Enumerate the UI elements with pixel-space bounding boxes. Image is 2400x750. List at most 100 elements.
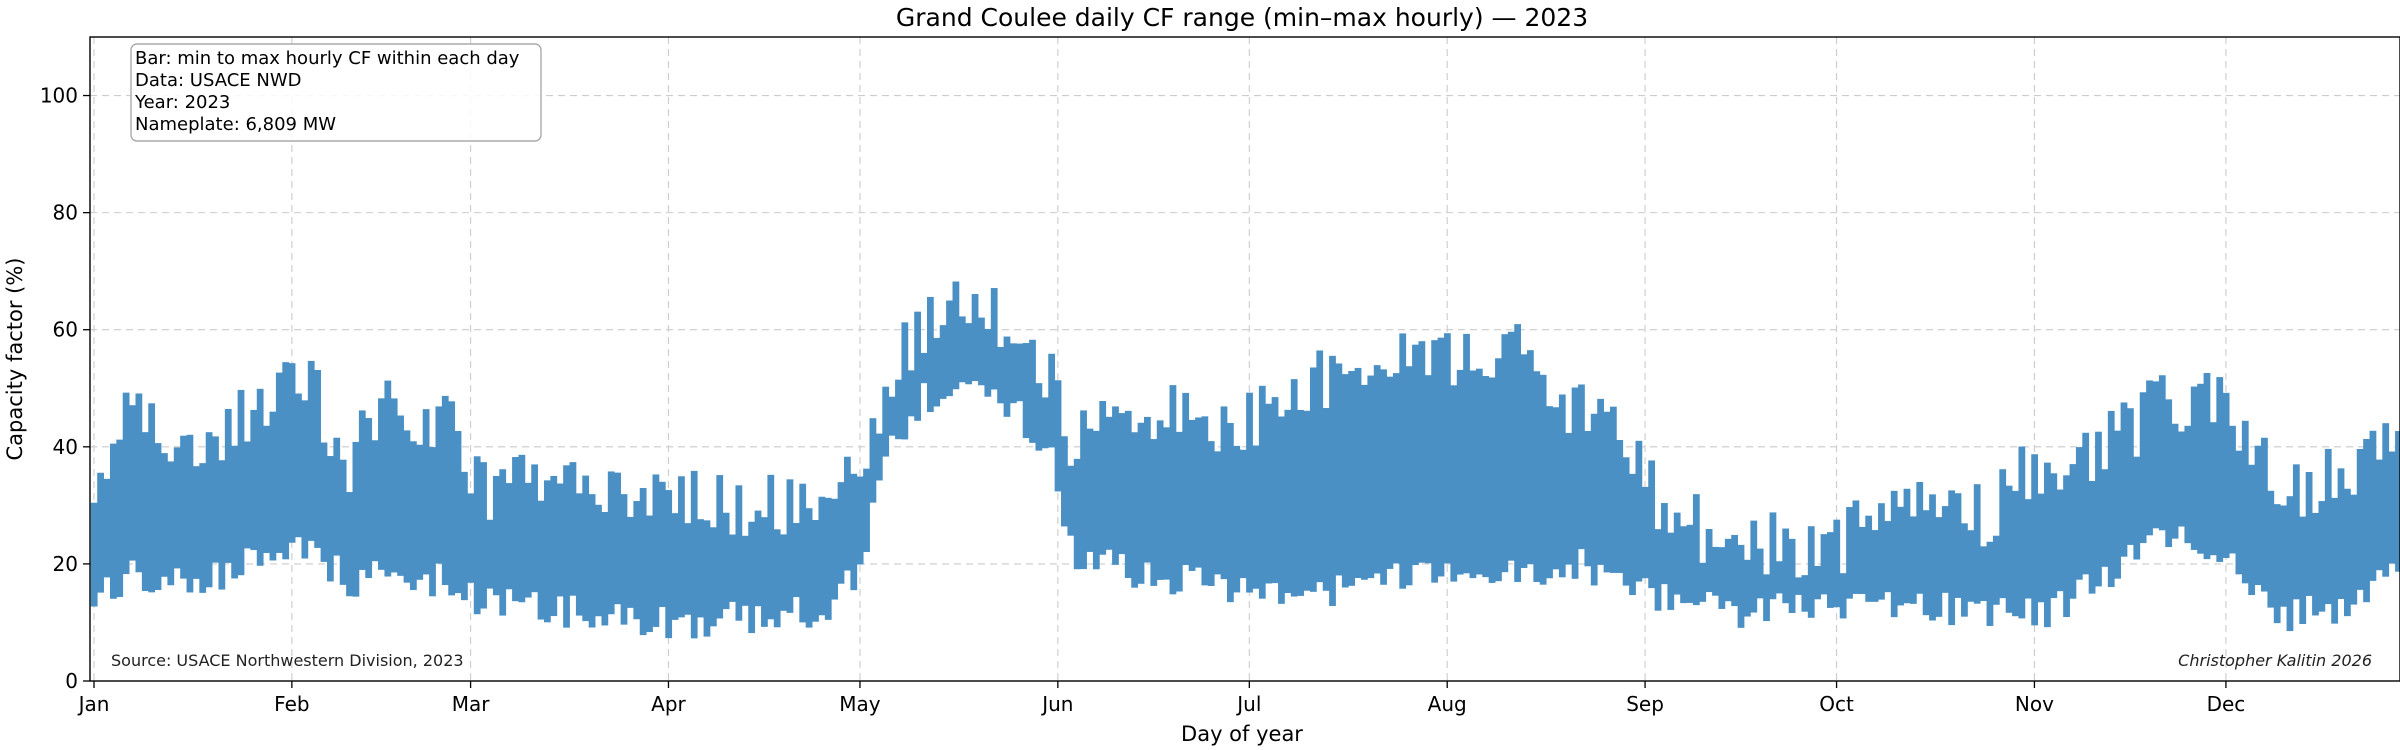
day-range-bar — [1412, 344, 1419, 566]
day-range-bar — [1424, 375, 1432, 564]
day-range-bar — [390, 398, 398, 573]
day-range-bar — [2107, 410, 2115, 588]
day-range-bar — [205, 432, 213, 588]
day-range-bar — [901, 322, 909, 440]
day-range-bar — [2395, 431, 2400, 572]
day-range-bar — [1290, 379, 1298, 597]
day-range-bar — [499, 469, 507, 616]
day-range-bar — [1418, 341, 1426, 563]
day-range-bar — [1169, 385, 1177, 595]
day-range-bar — [1916, 481, 1924, 594]
day-range-bar — [658, 481, 666, 608]
day-range-bar — [1041, 397, 1049, 449]
day-range-bar — [2178, 431, 2185, 527]
day-range-bar — [792, 523, 800, 598]
day-range-bar — [1086, 428, 1094, 552]
day-range-bar — [531, 464, 539, 593]
day-range-bar — [703, 520, 711, 637]
day-range-bar — [1233, 445, 1241, 593]
x-tick-label: Feb — [274, 692, 309, 716]
day-range-bar — [614, 472, 621, 605]
day-range-bar — [1444, 333, 1451, 564]
day-range-bar — [154, 443, 162, 590]
day-range-bar — [1641, 486, 1649, 579]
day-range-bar — [2050, 473, 2058, 599]
day-range-bar — [601, 512, 609, 626]
day-range-bar — [403, 430, 411, 583]
day-range-bar — [1737, 544, 1745, 628]
day-range-bar — [2241, 420, 2249, 584]
day-range-bar — [1048, 353, 1056, 448]
day-range-bar — [1999, 469, 2007, 599]
day-range-bar — [563, 465, 570, 628]
day-range-bar — [1571, 387, 1579, 579]
day-range-bar — [2222, 392, 2230, 558]
day-range-bar — [1386, 376, 1394, 569]
day-range-bar — [269, 411, 277, 561]
day-range-bar — [869, 418, 877, 503]
day-range-bar — [1597, 398, 1604, 565]
day-range-bar — [1482, 376, 1490, 578]
day-range-bar — [1578, 384, 1585, 550]
day-range-bar — [275, 372, 283, 553]
day-range-bar — [1858, 526, 1866, 595]
day-range-bar — [1552, 407, 1560, 570]
day-range-bar — [1763, 574, 1770, 622]
day-range-bar — [122, 392, 130, 575]
day-range-bar — [1099, 401, 1107, 555]
x-tick-label: Sep — [1626, 692, 1664, 716]
day-range-bar — [1354, 367, 1362, 579]
day-range-bar — [773, 529, 781, 628]
x-tick-label: Jan — [77, 692, 110, 716]
day-range-bar — [2171, 423, 2179, 539]
day-range-bar — [1380, 369, 1387, 585]
day-range-bar — [684, 523, 692, 615]
day-range-bar — [333, 437, 341, 556]
day-range-bar — [212, 436, 219, 563]
day-range-bar — [1463, 333, 1470, 574]
day-range-bar — [1973, 484, 1981, 604]
day-range-bar — [818, 496, 826, 616]
day-range-bar — [2133, 456, 2141, 560]
day-range-bar — [224, 408, 232, 563]
day-range-bar — [709, 527, 717, 627]
day-range-bar — [665, 490, 673, 639]
day-range-bar — [1871, 530, 1879, 602]
day-range-bar — [729, 534, 736, 602]
range-bars — [90, 281, 2400, 639]
day-range-bar — [1150, 439, 1158, 586]
day-range-bar — [990, 288, 998, 390]
day-range-bar — [1092, 430, 1100, 570]
x-tick-label: Nov — [2015, 692, 2054, 716]
day-range-bar — [1922, 510, 1930, 616]
day-range-bar — [1992, 535, 2000, 605]
day-range-bar — [1258, 385, 1266, 599]
x-tick-label: Aug — [1428, 692, 1467, 716]
day-range-bar — [697, 519, 704, 618]
day-range-bar — [97, 472, 104, 593]
day-range-bar — [965, 323, 973, 385]
day-range-bar — [301, 400, 309, 559]
day-range-bar — [473, 456, 481, 615]
x-tick-label: Apr — [651, 692, 686, 716]
day-range-bar — [2286, 496, 2294, 632]
day-range-bar — [2101, 469, 2109, 567]
day-range-bar — [556, 483, 564, 597]
day-range-bar — [1118, 413, 1126, 555]
day-range-bar — [1616, 440, 1624, 573]
day-range-bar — [1680, 526, 1687, 604]
day-range-bar — [939, 325, 947, 399]
day-range-bar — [933, 337, 941, 407]
day-range-bar — [1826, 532, 1834, 608]
day-range-bar — [218, 460, 226, 590]
day-range-bar — [671, 513, 679, 620]
day-range-bar — [2248, 464, 2256, 596]
day-range-bar — [1131, 432, 1139, 588]
info-line-2: Data: USACE NWD — [135, 70, 301, 91]
day-range-bar — [1954, 493, 1962, 598]
day-range-bar — [314, 369, 321, 548]
day-range-bar — [1456, 369, 1464, 575]
x-tick-label: Jul — [1235, 692, 1261, 716]
day-range-bar — [2318, 501, 2326, 612]
day-range-bar — [2082, 432, 2090, 575]
